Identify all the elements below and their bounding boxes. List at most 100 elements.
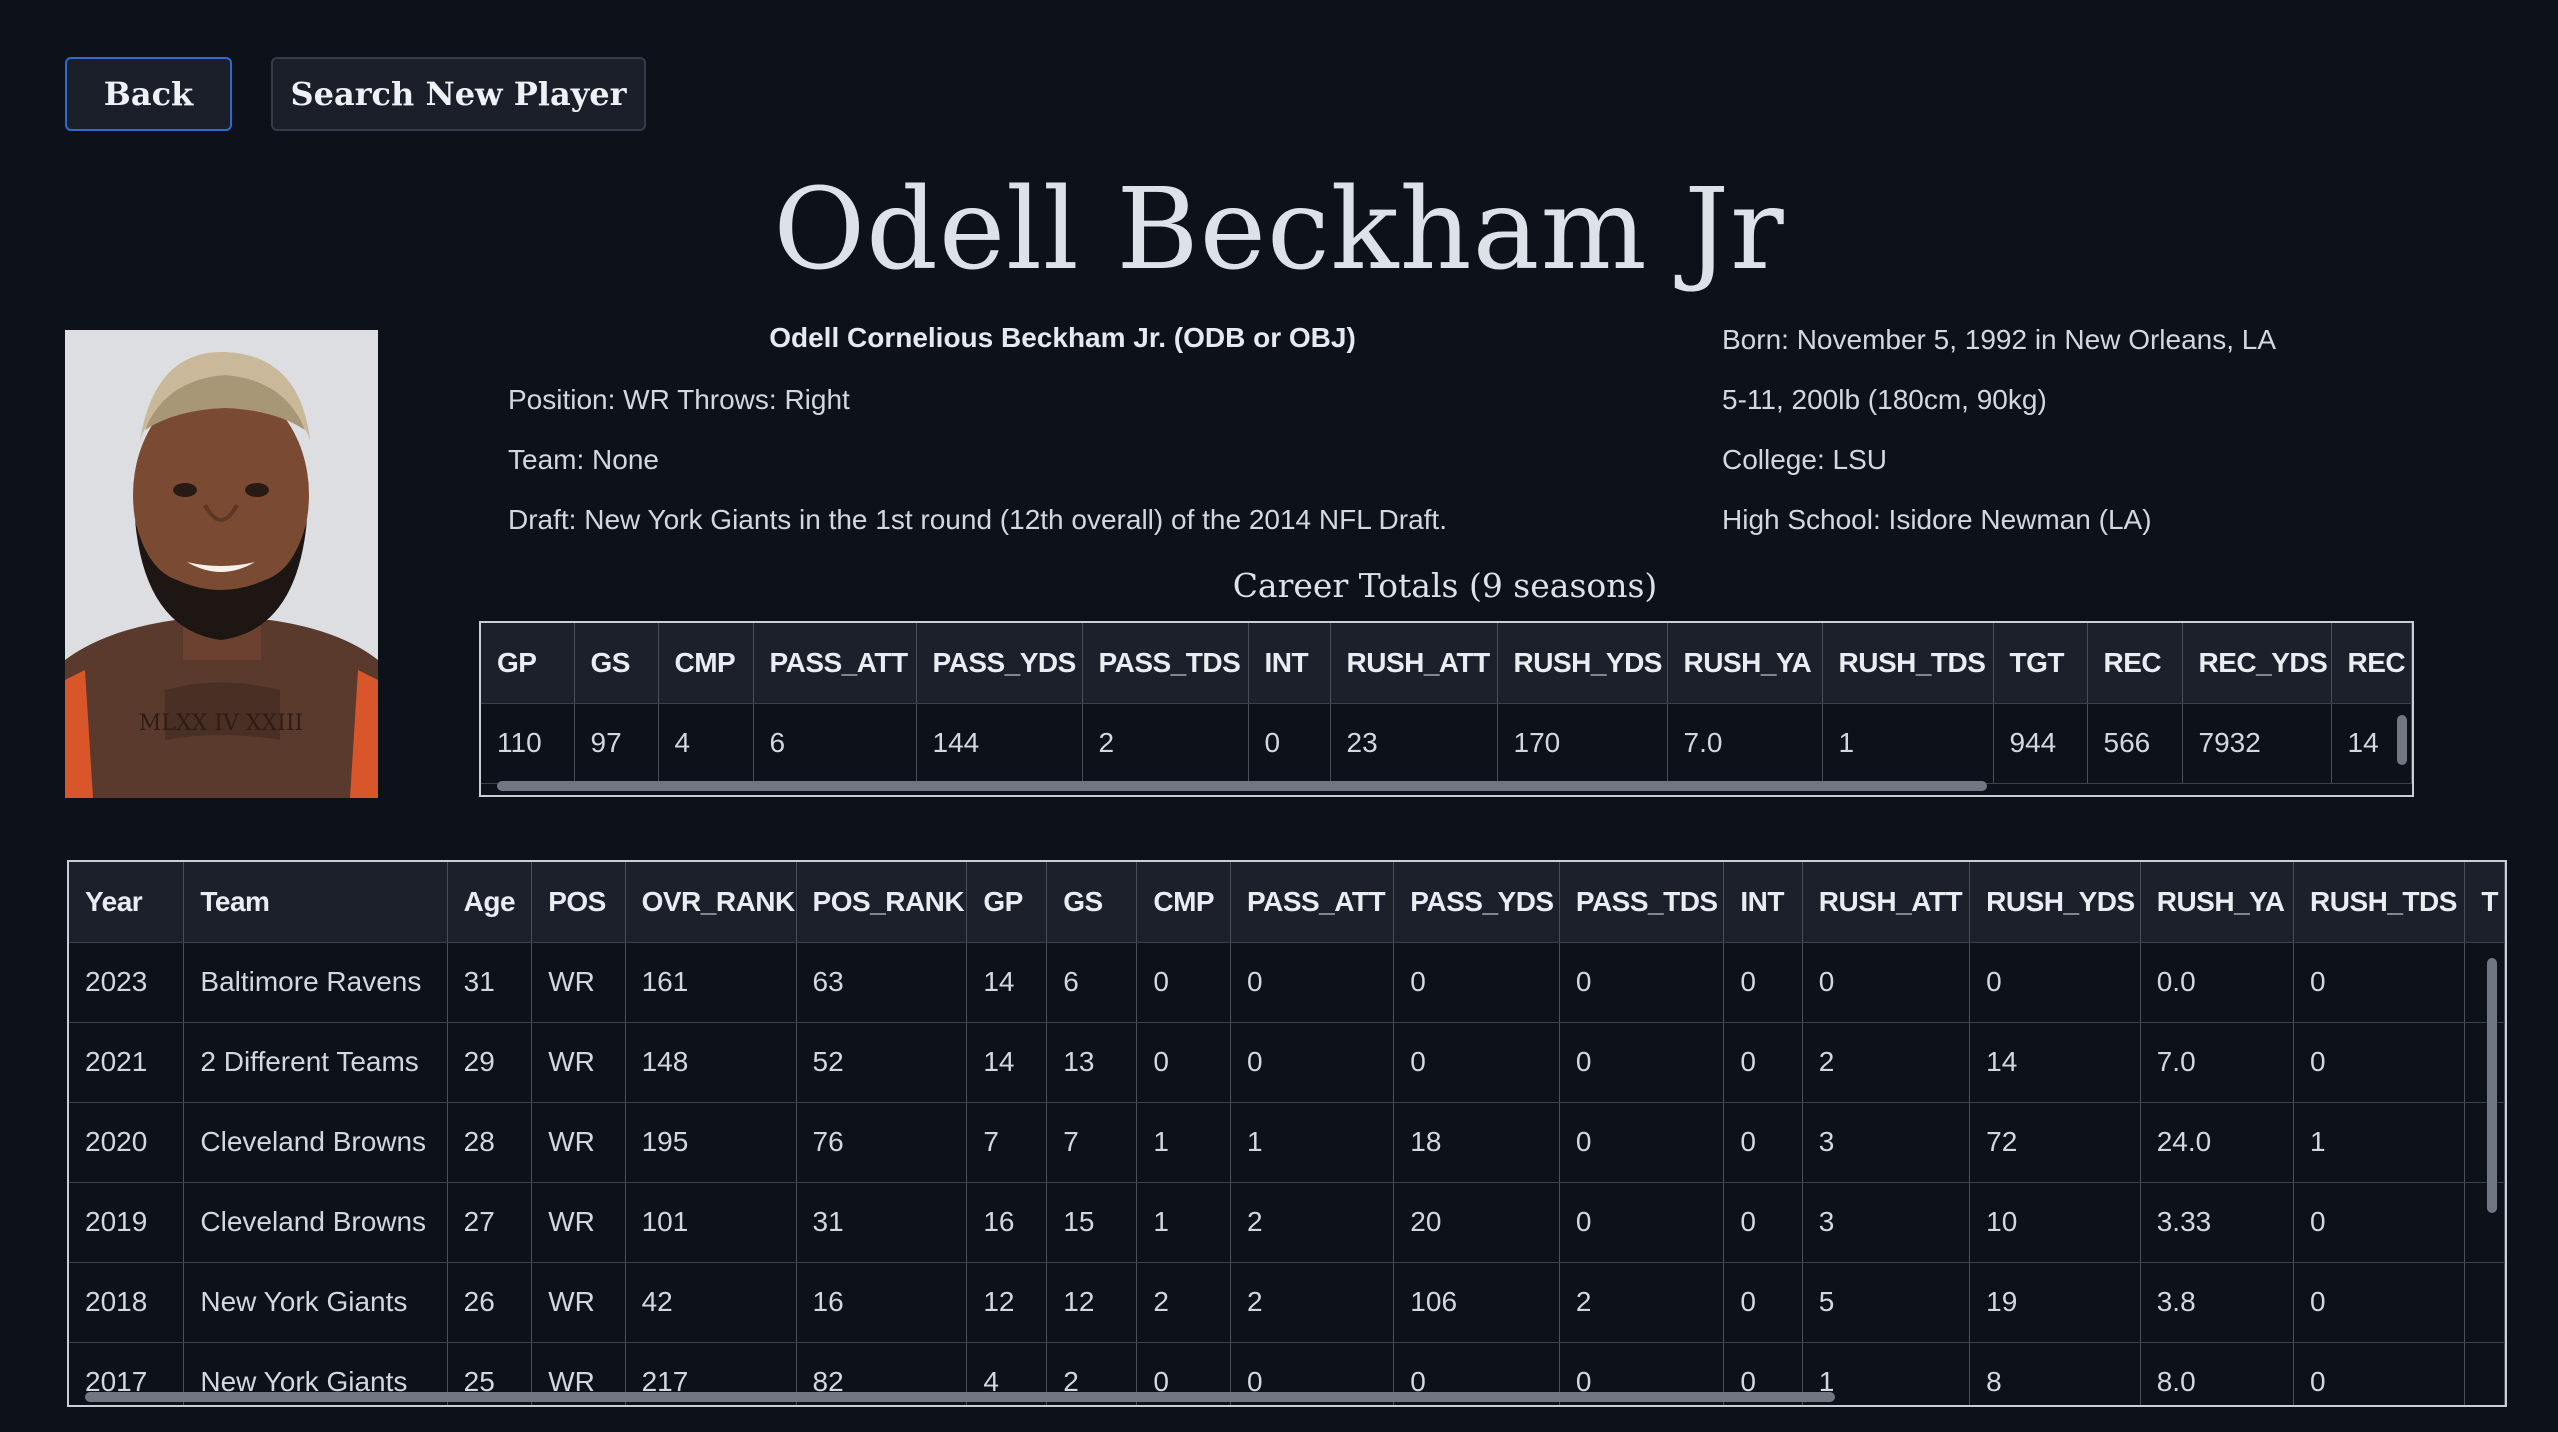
career-col-header[interactable]: RUSH_TDS — [1822, 623, 1994, 704]
career-col-header[interactable]: PASS_ATT — [753, 623, 917, 704]
season-col-header[interactable]: GS — [1046, 862, 1138, 943]
season-table-cell: 1 — [1136, 1102, 1232, 1183]
season-col-header[interactable]: Age — [447, 862, 533, 943]
career-table-row[interactable]: 110 97 4 6 144 2 0 23 170 7.0 1 944 566 7932 14 — [481, 703, 2412, 784]
season-table-cell: 28 — [447, 1102, 533, 1183]
season-col-header[interactable]: Team — [183, 862, 448, 943]
season-horizontal-scrollbar[interactable] — [85, 1392, 1835, 1402]
season-col-header[interactable]: CMP — [1136, 862, 1232, 943]
jersey-tattoo-text: MLXX IV XXIII — [139, 711, 303, 736]
career-col-header[interactable]: GS — [574, 623, 659, 704]
season-table-cell: 72 — [1969, 1102, 2141, 1183]
player-born: Born: November 5, 1992 in New Orleans, L… — [1722, 324, 2277, 355]
season-col-header[interactable]: PASS_ATT — [1230, 862, 1395, 943]
career-col-header[interactable]: INT — [1248, 623, 1331, 704]
player-high-school: High School: Isidore Newman (LA) — [1722, 504, 2152, 535]
season-table-cell: 12 — [966, 1262, 1048, 1343]
season-table-cell: 2021 — [69, 1022, 185, 1103]
season-table-cell: 148 — [625, 1022, 797, 1103]
season-table-cell: 0 — [1802, 942, 1971, 1023]
season-table-cell: 0 — [1136, 942, 1232, 1023]
career-totals-grid[interactable]: GP GS CMP PASS_ATT PASS_YDS PASS_TDS INT RUSH_A… — [479, 621, 2414, 797]
season-table-cell: 6 — [1046, 942, 1138, 1023]
season-col-header[interactable]: OVR_RANK — [625, 862, 797, 943]
season-col-header[interactable]: Year — [69, 862, 185, 943]
season-table-cell: 14 — [966, 1022, 1048, 1103]
season-table-cell: 2018 — [69, 1262, 185, 1343]
career-col-header[interactable]: CMP — [658, 623, 754, 704]
season-col-header[interactable]: POS_RANK — [796, 862, 968, 943]
career-col-header[interactable]: REC — [2331, 623, 2412, 704]
career-col-header[interactable]: REC_YDS — [2182, 623, 2332, 704]
season-table-cell: 0 — [1723, 1262, 1803, 1343]
season-header-row: Year Team Age POS OVR_RANK POS_RANK GP GS CMP PAS… — [69, 862, 2505, 943]
season-col-header[interactable]: RUSH_YDS — [1969, 862, 2141, 943]
career-horizontal-scrollbar[interactable] — [497, 781, 1987, 791]
player-college: College: LSU — [1722, 444, 1887, 475]
season-table-cell: 5 — [1802, 1262, 1971, 1343]
career-col-header[interactable]: TGT — [1993, 623, 2088, 704]
season-table-cell: 16 — [796, 1262, 968, 1343]
season-col-header[interactable]: INT — [1723, 862, 1803, 943]
career-col-header[interactable]: PASS_YDS — [916, 623, 1083, 704]
season-table-cell: 2 Different Teams — [183, 1022, 448, 1103]
career-table-cell: 170 — [1497, 703, 1668, 784]
season-table-row[interactable]: 2021 2 Different Teams 29 WR 148 52 14 13 0 0 0 0 0 2… — [69, 1022, 2505, 1103]
career-col-header[interactable]: RUSH_YDS — [1497, 623, 1668, 704]
season-table-row[interactable]: 2019 Cleveland Browns 27 WR 101 31 16 15 1 2 20 0 0 3… — [69, 1182, 2505, 1263]
career-col-header[interactable]: RUSH_ATT — [1330, 623, 1498, 704]
career-col-header[interactable]: REC — [2087, 623, 2183, 704]
back-button[interactable]: Back — [65, 57, 232, 131]
season-table-cell — [2464, 1182, 2505, 1263]
season-col-header[interactable]: PASS_TDS — [1559, 862, 1725, 943]
season-table-cell: 14 — [966, 942, 1048, 1023]
season-col-header[interactable]: GP — [966, 862, 1048, 943]
season-table-cell: Cleveland Browns — [183, 1182, 448, 1263]
season-table-cell: 14 — [1969, 1022, 2141, 1103]
season-table-cell: 0 — [1393, 1022, 1560, 1103]
season-table-cell — [2464, 1342, 2505, 1405]
season-col-header[interactable]: RUSH_YA — [2140, 862, 2295, 943]
season-table-row[interactable]: 2023 Baltimore Ravens 31 WR 161 63 14 6 0 0 0 0 0 0 0 0… — [69, 942, 2505, 1023]
season-col-header[interactable]: PASS_YDS — [1393, 862, 1560, 943]
season-table-cell: 2 — [1802, 1022, 1971, 1103]
career-col-header[interactable]: GP — [481, 623, 575, 704]
season-table-cell: WR — [531, 1102, 626, 1183]
search-new-player-button[interactable]: Search New Player — [271, 57, 646, 131]
season-table-cell: 52 — [796, 1022, 968, 1103]
season-vertical-scrollbar[interactable] — [2487, 958, 2497, 1213]
season-table-cell: 7 — [1046, 1102, 1138, 1183]
season-table-cell: 0 — [1136, 1022, 1232, 1103]
season-col-header[interactable]: RUSH_ATT — [1802, 862, 1971, 943]
season-table-row[interactable]: 2020 Cleveland Browns 28 WR 195 76 7 7 1 1 18 0 0 3 72… — [69, 1102, 2505, 1183]
career-table-cell: 23 — [1330, 703, 1498, 784]
season-table-cell: 0 — [1393, 942, 1560, 1023]
season-table-cell: 1 — [1136, 1182, 1232, 1263]
season-table-cell: 29 — [447, 1022, 533, 1103]
season-table-cell: 0 — [2293, 1182, 2466, 1263]
career-vertical-scrollbar[interactable] — [2397, 715, 2407, 765]
season-table-cell: 42 — [625, 1262, 797, 1343]
season-table-cell: 0 — [1559, 1022, 1725, 1103]
season-table-cell: 24.0 — [2140, 1102, 2295, 1183]
season-table-cell — [2464, 1262, 2505, 1343]
season-stats-table: Year Team Age POS OVR_RANK POS_RANK GP GS CMP PAS… — [69, 862, 2505, 1405]
season-table-cell: 1 — [1230, 1102, 1395, 1183]
season-table-cell: 7.0 — [2140, 1022, 2295, 1103]
season-table-cell: New York Giants — [183, 1262, 448, 1343]
season-table-cell: Cleveland Browns — [183, 1102, 448, 1183]
season-table-cell: 0 — [1723, 1022, 1803, 1103]
season-stats-grid[interactable]: Year Team Age POS OVR_RANK POS_RANK GP GS CMP PAS… — [67, 860, 2507, 1407]
season-table-row[interactable]: 2018 New York Giants 26 WR 42 16 12 12 2 2 106 2 0 5 1… — [69, 1262, 2505, 1343]
season-col-header[interactable]: T — [2464, 862, 2505, 943]
career-col-header[interactable]: RUSH_YA — [1667, 623, 1823, 704]
career-table-cell: 2 — [1082, 703, 1249, 784]
career-table-cell: 944 — [1993, 703, 2088, 784]
player-name-heading: Odell Beckham Jr — [773, 165, 1785, 295]
career-col-header[interactable]: PASS_TDS — [1082, 623, 1249, 704]
season-table-cell — [2464, 1102, 2505, 1183]
season-col-header[interactable]: POS — [531, 862, 626, 943]
season-table-cell: 3.33 — [2140, 1182, 2295, 1263]
career-totals-title: Career Totals (9 seasons) — [1232, 566, 1658, 605]
season-col-header[interactable]: RUSH_TDS — [2293, 862, 2466, 943]
